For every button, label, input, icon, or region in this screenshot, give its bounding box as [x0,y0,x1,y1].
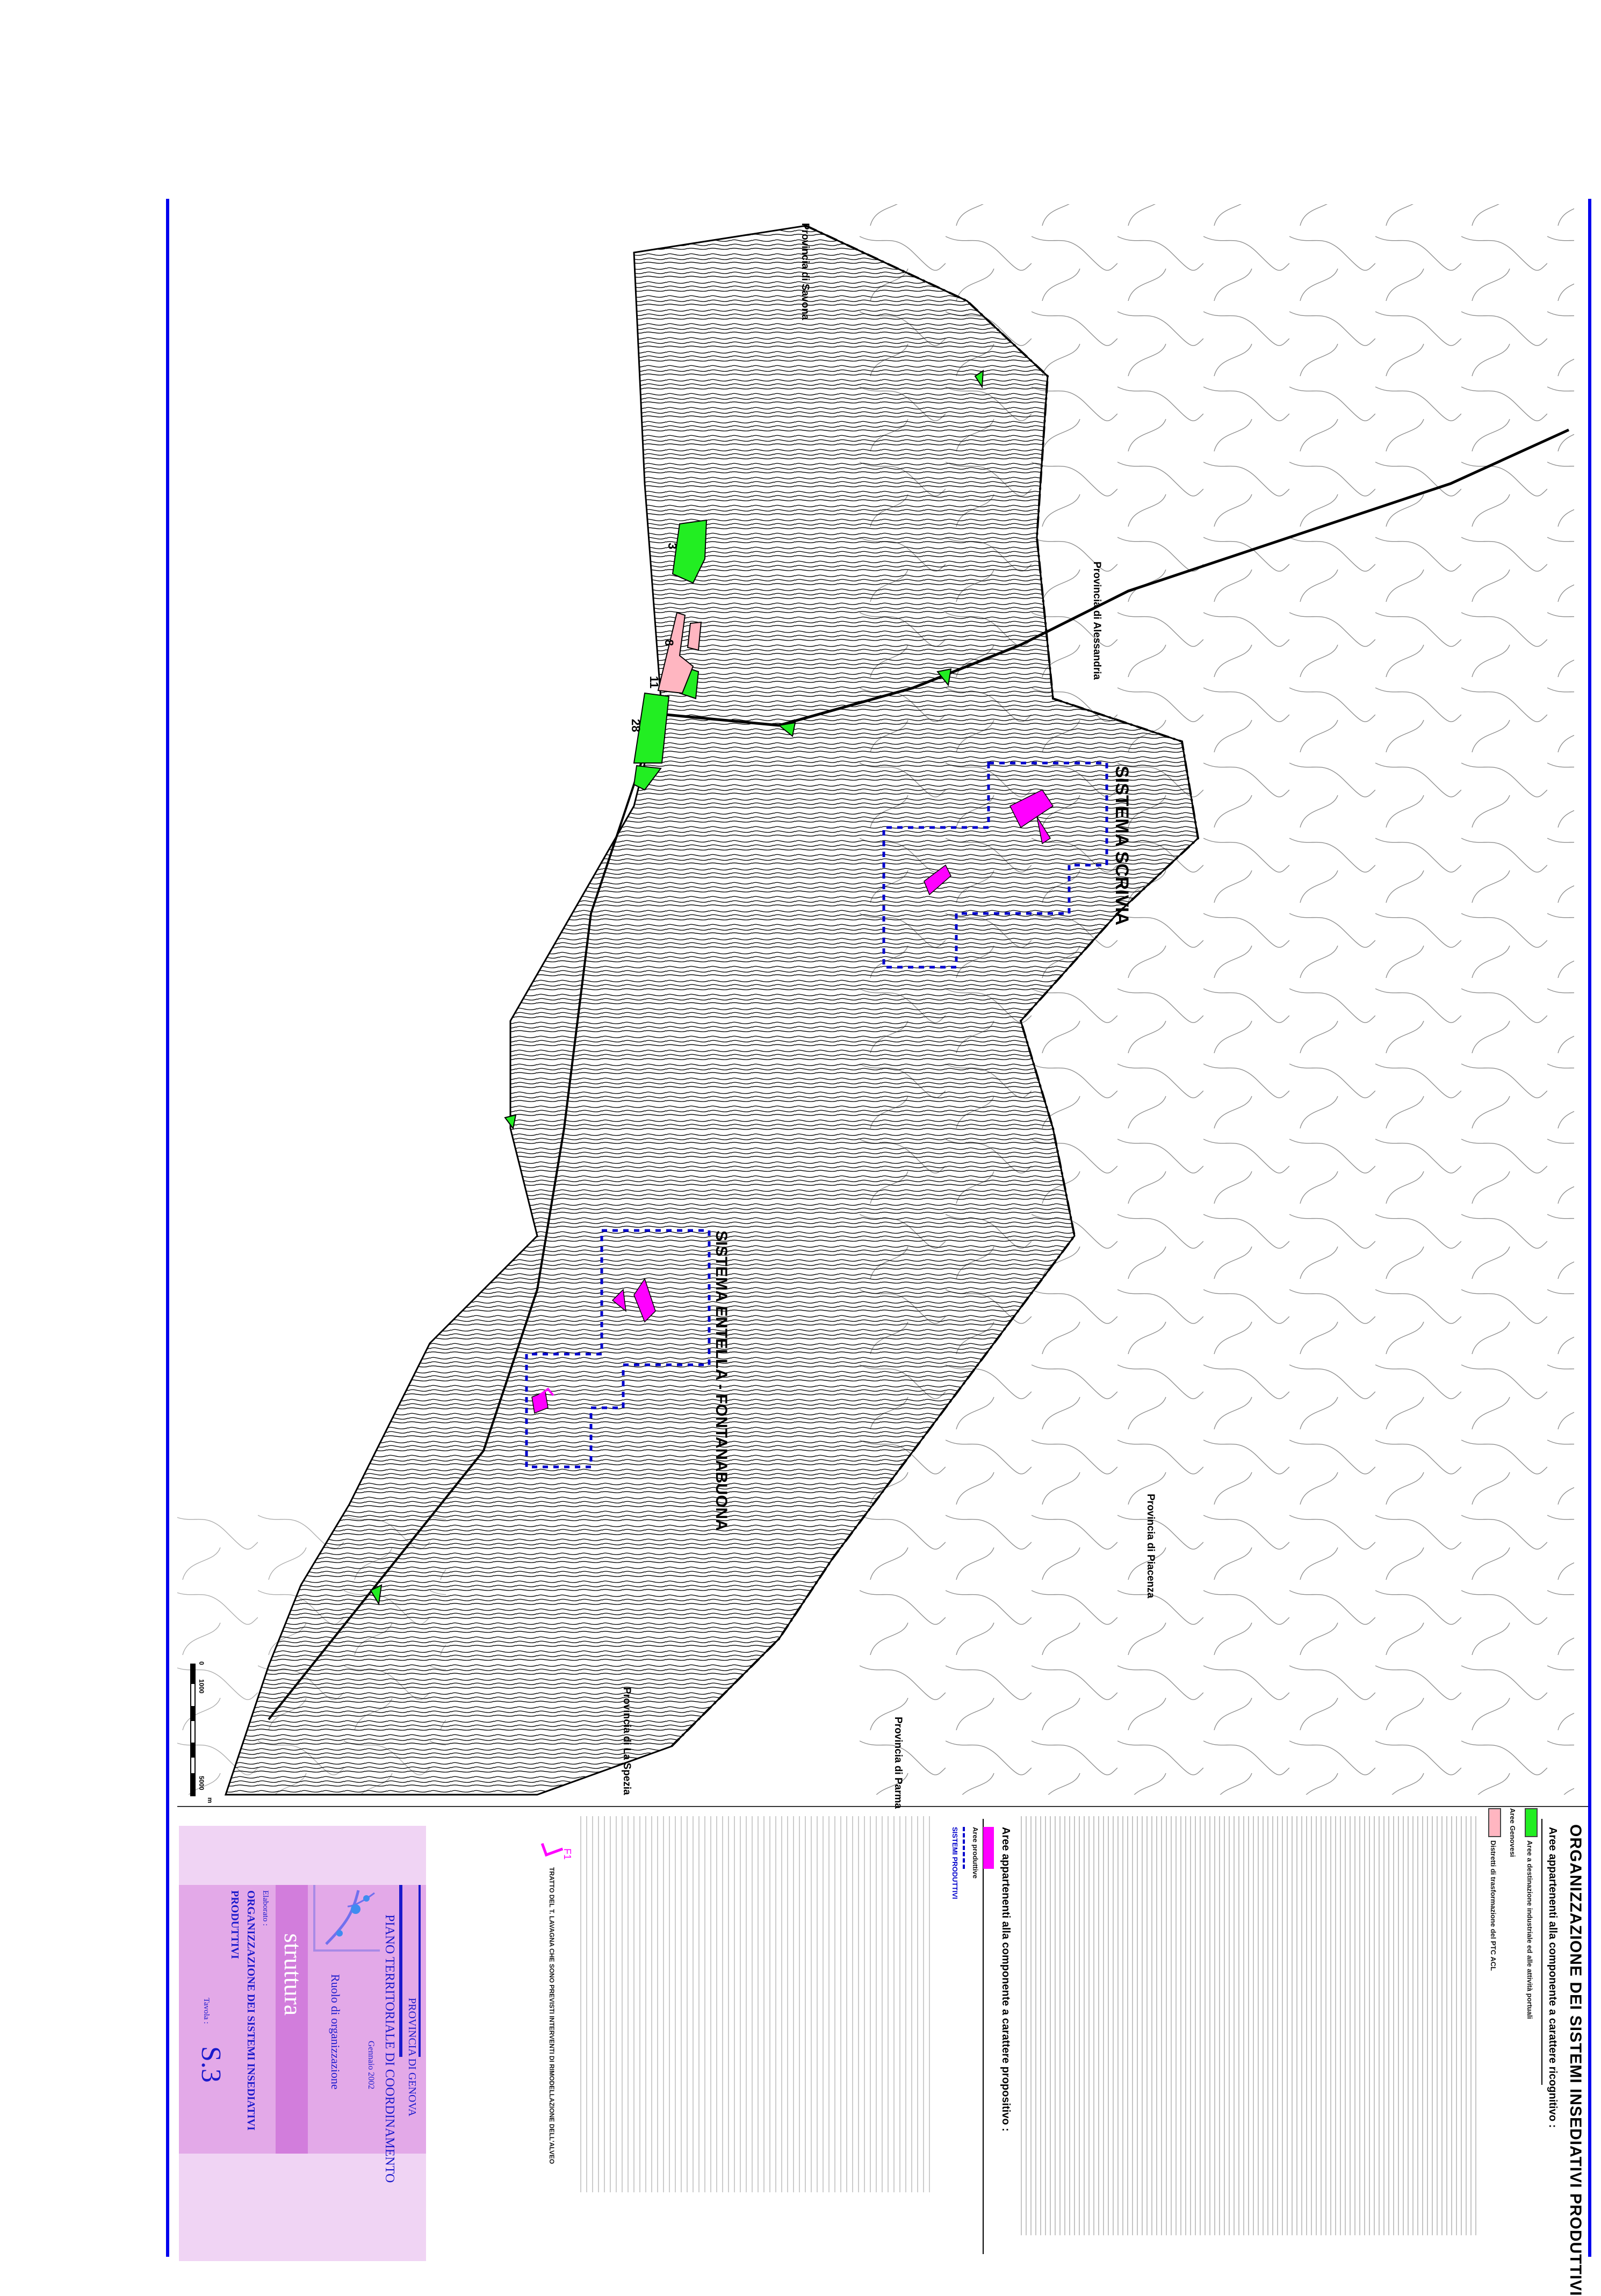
label-sistema-scrivia: SISTEMA SCRIVIA [1112,766,1132,926]
industrial-area [370,1584,383,1606]
productive-area [1036,816,1051,845]
label-provincia-la-spezia: Provincia di La Spezia [621,1687,632,1795]
note-text: TRATTO DEL T. LAVAGNA CHE SONO PREVISTI … [548,1867,556,2164]
scale-unit: m [206,1797,214,1803]
left-frame-line [166,199,169,2257]
title-block-rule [419,1885,421,2057]
province-land [224,225,1199,1796]
productive-area [633,1278,656,1323]
area-number-28: 28 [629,719,643,732]
area-number-8: 8 [662,639,676,646]
highway [268,719,657,1721]
district-area [687,621,702,651]
system-boundary-entella [525,1229,711,1469]
legend-label-industrial: Aree a destinazione industriale ed alle … [1526,1840,1534,2019]
legend-label-productive: Aree produttive [971,1827,979,1879]
label-provincia-savona: Provincia di Savona [799,223,811,320]
legend-label-district: Distretti di trasformazione del PTC ACL [1489,1840,1497,1971]
f1-marker [536,1387,554,1398]
district-area [657,611,694,694]
elaborato-title-line2: PRODUTTIVI [229,1890,241,1959]
section-title: Ruolo di organizzazione [329,1974,342,2090]
industrial-area [504,1114,517,1130]
right-frame-line [1588,199,1591,2257]
scale-bar [190,1664,196,1796]
title-block-strip [276,1885,308,2154]
label-provincia-alessandria: Provincia di Alessandria [1091,562,1102,680]
elaborato-title-line1: ORGANIZZAZIONE DEI SISTEMI INSEDIATIVI [245,1890,257,2131]
industrial-area [936,668,952,687]
productive-area [1009,789,1054,829]
label-provincia-parma: Provincia di Parma [892,1717,904,1809]
title-block-rule [399,1885,402,2057]
map-title: ORGANIZZAZIONE DEI SISTEMI INSEDIATIVI P… [1567,1824,1584,2296]
legend-label-system: SISTEMI PRODUTTIVI [951,1827,959,1899]
authority: PROVINCIA DI GENOVA [406,1998,418,2117]
scale-tick-5000: 5000 [198,1776,205,1790]
tavola-number: S.3 [196,2046,226,2083]
legend-swatch-system [963,1827,965,1869]
productive-area [924,864,951,896]
plan-title: PIANO TERRITORIALE DI COORDINAMENTO [383,1914,396,2183]
legend-sub-aree-genovesi: Aree Genovesi [1509,1808,1517,1858]
theme-label: struttura [279,1933,307,2016]
note-code: F1 [562,1848,573,1860]
title-block: PROVINCIA DI GENOVA PIANO TERRITORIALE D… [179,1826,426,2261]
industrial-area [633,692,670,764]
industrial-area [777,722,796,737]
area-number-3: 3 [666,543,679,550]
industrial-area [633,765,662,791]
area-number-11: 11 [647,676,661,689]
scale-tick-0: 0 [198,1661,205,1665]
scale-tick-1000: 1000 [198,1679,205,1694]
legend-body-text-block [1021,1816,1477,2235]
legend-heading-propositivo: Aree appartenenti alla componente a cara… [1000,1827,1012,2132]
date: Gennaio 2002 [366,2041,376,2090]
legend-swatch-productive [983,1827,994,1869]
legend-body-text-block [580,1816,935,2192]
system-boundary-scrivia [882,761,1108,969]
elaborato-label: Elaborato : [261,1890,270,1926]
industrial-area [672,519,708,584]
province-border [670,225,1200,1747]
region-map-graphic [313,1885,380,1952]
label-sistema-entella: SISTEMA ENTELLA - FONTANABUONA [712,1230,730,1531]
productive-area [611,1289,626,1312]
legend-heading-ricognitivo: Aree appartenenti alla componente a cara… [1547,1827,1559,2128]
industrial-area [974,370,984,389]
legend-swatch-industrial [1525,1808,1538,1837]
highway [666,428,1570,727]
label-provincia-piacenza: Provincia di Piacenza [1145,1494,1156,1599]
legend-swatch-district [1488,1808,1501,1837]
tavola-label: Tavola : [202,1998,211,2024]
